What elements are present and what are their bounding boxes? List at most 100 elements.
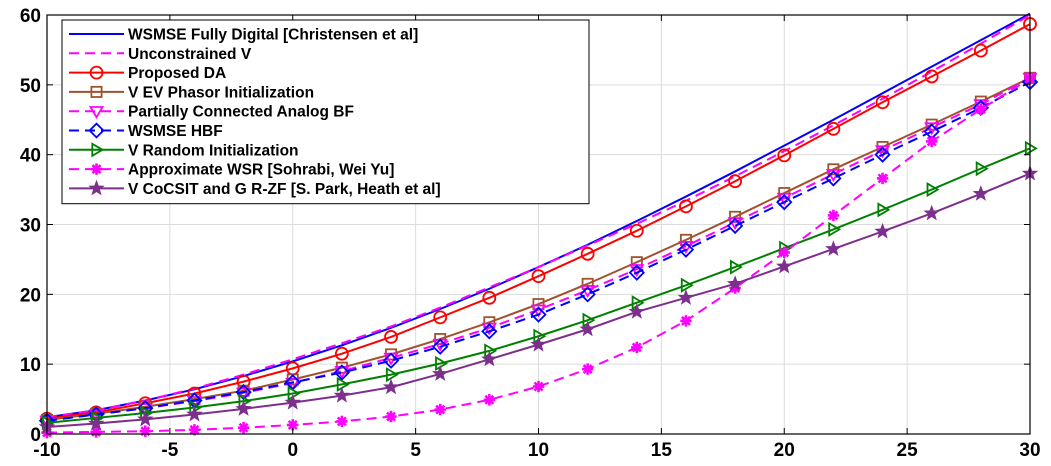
legend-label: V EV Phasor Initialization [128, 84, 314, 101]
data-point [629, 223, 644, 238]
data-point [87, 414, 105, 431]
legend-item: Proposed DA [69, 65, 226, 82]
data-point [334, 366, 350, 379]
series-line [46, 76, 1031, 422]
data-point [680, 277, 694, 293]
data-point [530, 335, 547, 352]
legend-label: Approximate WSR [Sohrabi, Wei Yu] [128, 162, 394, 179]
data-point [926, 135, 938, 148]
data-point [679, 233, 692, 246]
data-point [382, 378, 400, 395]
legend-item: Partially Connected Analog BF [69, 104, 354, 121]
legend-label: WSMSE HBF [128, 123, 223, 140]
data-point [235, 400, 252, 416]
legend-swatch-marker [89, 65, 104, 80]
data-point [776, 193, 793, 211]
data-point [237, 422, 250, 434]
data-point [631, 341, 643, 354]
data-point [435, 355, 448, 372]
data-point [677, 241, 695, 258]
data-point [235, 383, 252, 401]
data-point [90, 426, 102, 438]
data-point [677, 289, 695, 305]
data-point [628, 264, 645, 281]
legend-swatch-marker [88, 106, 105, 119]
legend-label: V Random Initialization [128, 142, 299, 159]
legend-item: Approximate WSR [Sohrabi, Wei Yu] [69, 162, 394, 179]
data-point [532, 380, 545, 393]
x-tick-label: 0 [287, 440, 298, 461]
data-point [828, 221, 842, 237]
x-tick-label: 10 [528, 440, 549, 461]
legend-label: Partially Connected Analog BF [128, 104, 354, 121]
data-point [1024, 140, 1038, 156]
data-point [236, 387, 252, 401]
series-8 [38, 164, 1039, 435]
data-point [778, 246, 790, 259]
data-point [483, 394, 496, 406]
data-point [924, 69, 939, 84]
x-tick-label: 25 [897, 440, 919, 461]
data-point [384, 330, 398, 344]
data-point [336, 376, 350, 392]
x-tick-label: 20 [774, 440, 795, 461]
y-tick-label: 60 [20, 6, 41, 27]
data-point [385, 367, 399, 383]
legend-label: Unconstrained V [128, 46, 252, 63]
series-line [46, 77, 1031, 434]
data-point [825, 240, 842, 256]
y-tick-label: 50 [20, 76, 41, 97]
data-point [877, 202, 891, 218]
series-line [46, 81, 1031, 422]
y-tick-label: 30 [20, 216, 41, 237]
data-point [825, 170, 842, 187]
data-point [679, 199, 693, 214]
data-point [531, 269, 546, 284]
series-line [46, 23, 1031, 420]
data-point [481, 350, 498, 367]
data-point [481, 323, 498, 340]
series-1 [46, 14, 1031, 419]
legend-item: WSMSE HBF [69, 122, 223, 140]
data-point [680, 315, 692, 327]
data-point [777, 148, 792, 163]
data-point [630, 256, 643, 269]
data-point [875, 95, 890, 110]
data-point [137, 410, 154, 427]
data-point [730, 259, 743, 275]
data-point [973, 43, 988, 58]
data-point [336, 415, 348, 428]
data-point [923, 204, 940, 221]
legend-item: Unconstrained V [69, 46, 252, 63]
data-point [975, 161, 989, 177]
legend-swatch-marker [88, 179, 105, 196]
legend-item: WSMSE Fully Digital [Christensen et al] [69, 27, 418, 44]
legend-label: V CoCSIT and G R-ZF [S. Park, Heath et a… [128, 181, 441, 198]
y-tick-label: 20 [20, 285, 41, 306]
data-point [139, 425, 151, 437]
data-point [236, 374, 251, 389]
data-point [581, 277, 594, 290]
x-tick-label: 5 [410, 440, 421, 461]
tick-layer: -10 -5 0 5 10 15 20 25 30 0 10 20 30 40 50 60 [20, 6, 1041, 461]
legend-swatch-marker [91, 142, 105, 158]
data-point [874, 146, 891, 163]
data-point [726, 217, 744, 235]
data-point [972, 185, 990, 201]
x-tick-label: -10 [33, 440, 60, 461]
data-point [628, 303, 646, 319]
legend-swatch-marker [88, 122, 105, 139]
data-point [776, 257, 793, 274]
x-tick-label: -5 [161, 440, 178, 461]
data-point [580, 246, 595, 261]
data-point [432, 338, 449, 355]
legend-swatch-marker [90, 85, 103, 98]
data-point [726, 275, 744, 291]
data-point [382, 352, 400, 369]
data-point [581, 363, 594, 375]
legend-item: V Random Initialization [69, 142, 299, 159]
data-point [334, 346, 349, 361]
data-point [333, 386, 351, 403]
